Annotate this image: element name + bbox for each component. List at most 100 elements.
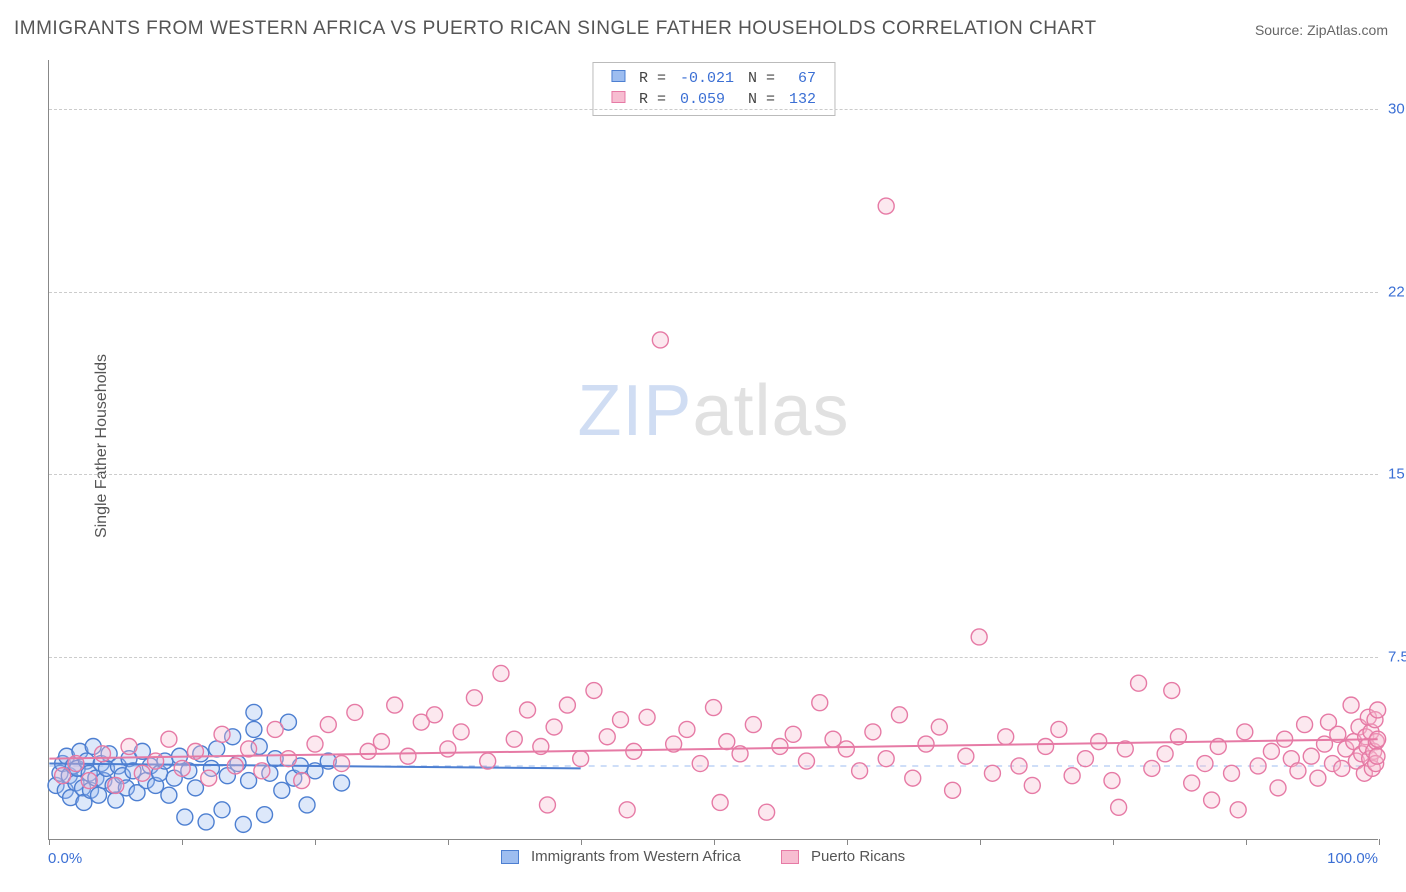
data-point bbox=[573, 751, 589, 767]
y-tick-label: 7.5% bbox=[1380, 649, 1406, 666]
data-point bbox=[1038, 739, 1054, 755]
data-point bbox=[493, 665, 509, 681]
data-point bbox=[1091, 734, 1107, 750]
data-point bbox=[613, 712, 629, 728]
data-point bbox=[520, 702, 536, 718]
data-point bbox=[466, 690, 482, 706]
data-point bbox=[55, 768, 71, 784]
data-point bbox=[209, 741, 225, 757]
data-point bbox=[559, 697, 575, 713]
data-point bbox=[187, 780, 203, 796]
bottom-legend: Immigrants from Western Africa Puerto Ri… bbox=[0, 848, 1406, 865]
gridline bbox=[49, 474, 1378, 475]
data-point bbox=[546, 719, 562, 735]
data-point bbox=[387, 697, 403, 713]
data-point bbox=[294, 773, 310, 789]
legend-label-1: Immigrants from Western Africa bbox=[531, 848, 741, 865]
data-point bbox=[241, 773, 257, 789]
data-point bbox=[759, 804, 775, 820]
data-point bbox=[1104, 773, 1120, 789]
scatter-svg bbox=[49, 60, 1378, 839]
data-point bbox=[1343, 697, 1359, 713]
data-point bbox=[214, 802, 230, 818]
x-tick-mark bbox=[714, 839, 715, 845]
data-point bbox=[785, 726, 801, 742]
data-point bbox=[235, 816, 251, 832]
data-point bbox=[267, 721, 283, 737]
y-tick-label: 22.5% bbox=[1380, 283, 1406, 300]
data-point bbox=[198, 814, 214, 830]
data-point bbox=[812, 695, 828, 711]
data-point bbox=[214, 726, 230, 742]
data-point bbox=[108, 777, 124, 793]
data-point bbox=[679, 721, 695, 737]
data-point bbox=[227, 758, 243, 774]
data-point bbox=[427, 707, 443, 723]
data-point bbox=[161, 731, 177, 747]
data-point bbox=[400, 748, 416, 764]
data-point bbox=[619, 802, 635, 818]
data-point bbox=[1270, 780, 1286, 796]
data-point bbox=[161, 787, 177, 803]
swatch-icon bbox=[781, 850, 799, 864]
data-point bbox=[745, 717, 761, 733]
data-point bbox=[1157, 746, 1173, 762]
gridline bbox=[49, 109, 1378, 110]
data-point bbox=[299, 797, 315, 813]
x-tick-mark bbox=[448, 839, 449, 845]
y-tick-label: 30.0% bbox=[1380, 100, 1406, 117]
legend-item-1: Immigrants from Western Africa bbox=[501, 848, 741, 865]
data-point bbox=[246, 704, 262, 720]
data-point bbox=[878, 198, 894, 214]
data-point bbox=[945, 782, 961, 798]
data-point bbox=[174, 760, 190, 776]
x-tick-mark bbox=[1379, 839, 1380, 845]
data-point bbox=[1317, 736, 1333, 752]
data-point bbox=[852, 763, 868, 779]
data-point bbox=[134, 765, 150, 781]
data-point bbox=[1237, 724, 1253, 740]
data-point bbox=[1204, 792, 1220, 808]
data-point bbox=[254, 763, 270, 779]
data-point bbox=[201, 770, 217, 786]
data-point bbox=[918, 736, 934, 752]
data-point bbox=[1224, 765, 1240, 781]
data-point bbox=[692, 756, 708, 772]
data-point bbox=[1011, 758, 1027, 774]
data-point bbox=[838, 741, 854, 757]
data-point bbox=[626, 743, 642, 759]
data-point bbox=[639, 709, 655, 725]
y-tick-label: 15.0% bbox=[1380, 466, 1406, 483]
source-label: Source: bbox=[1255, 22, 1303, 38]
x-tick-mark bbox=[847, 839, 848, 845]
data-point bbox=[825, 731, 841, 747]
data-point bbox=[984, 765, 1000, 781]
data-point bbox=[94, 746, 110, 762]
data-point bbox=[1230, 802, 1246, 818]
data-point bbox=[719, 734, 735, 750]
data-point bbox=[453, 724, 469, 740]
data-point bbox=[1051, 721, 1067, 737]
gridline bbox=[49, 292, 1378, 293]
x-tick-mark bbox=[182, 839, 183, 845]
data-point bbox=[1164, 683, 1180, 699]
plot-area: ZIPatlas R = -0.021 N = 67 R = 0.059 N =… bbox=[48, 60, 1378, 840]
data-point bbox=[652, 332, 668, 348]
data-point bbox=[586, 683, 602, 699]
legend-label-2: Puerto Ricans bbox=[811, 848, 905, 865]
data-point bbox=[1144, 760, 1160, 776]
data-point bbox=[971, 629, 987, 645]
x-tick-mark bbox=[315, 839, 316, 845]
data-point bbox=[865, 724, 881, 740]
data-point bbox=[539, 797, 555, 813]
x-tick-mark bbox=[1246, 839, 1247, 845]
data-point bbox=[1370, 702, 1386, 718]
data-point bbox=[81, 773, 97, 789]
source-link[interactable]: ZipAtlas.com bbox=[1307, 22, 1388, 38]
data-point bbox=[307, 736, 323, 752]
data-point bbox=[506, 731, 522, 747]
data-point bbox=[599, 729, 615, 745]
data-point bbox=[905, 770, 921, 786]
data-point bbox=[1310, 770, 1326, 786]
swatch-icon bbox=[501, 850, 519, 864]
